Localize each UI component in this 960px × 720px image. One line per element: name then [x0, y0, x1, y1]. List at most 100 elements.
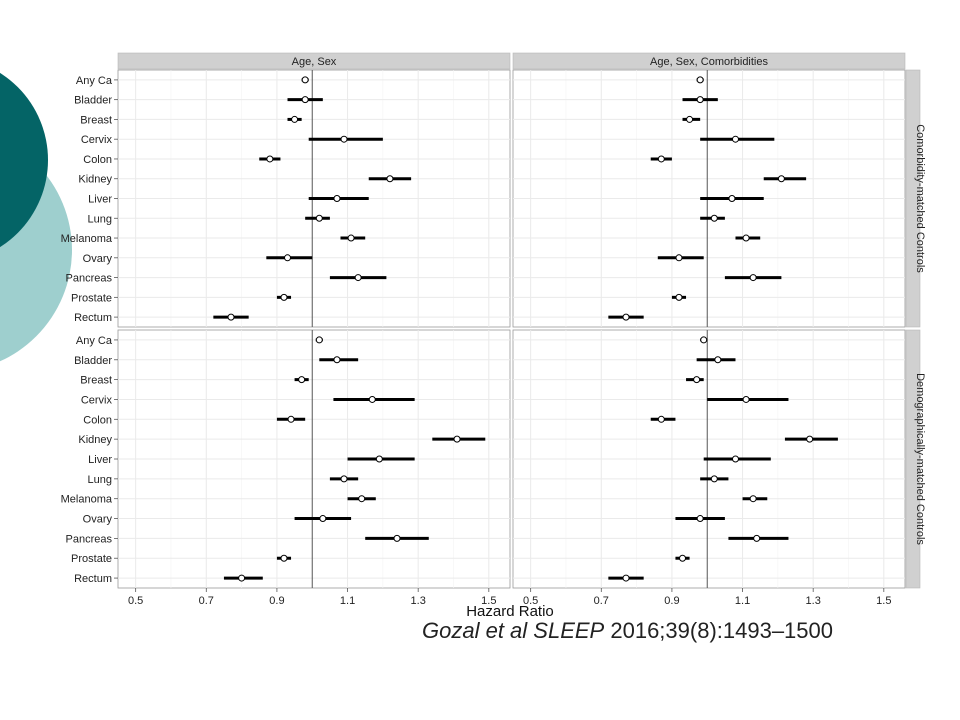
- point-estimate: [700, 336, 708, 344]
- point-estimate: [675, 293, 683, 301]
- point-estimate: [266, 155, 274, 163]
- y-tick-label: Colon: [83, 414, 112, 426]
- y-tick-label: Lung: [88, 474, 112, 486]
- row-strip-label: Demographically-matched Controls: [914, 373, 926, 545]
- point-estimate: [453, 435, 461, 443]
- point-estimate: [315, 214, 323, 222]
- x-tick-label: 1.5: [876, 595, 891, 607]
- x-tick-label: 1.3: [806, 595, 821, 607]
- y-tick-label: Breast: [80, 375, 112, 387]
- point-estimate: [749, 274, 757, 282]
- point-estimate: [238, 574, 246, 582]
- column-strip-label: Age, Sex: [292, 56, 337, 68]
- point-estimate: [742, 234, 750, 242]
- y-tick-label: Any Ca: [76, 335, 113, 347]
- point-estimate: [657, 415, 665, 423]
- y-tick-label: Any Ca: [76, 75, 113, 87]
- point-estimate: [284, 254, 292, 262]
- point-estimate: [358, 495, 366, 503]
- point-estimate: [291, 115, 299, 123]
- citation-journal: SLEEP: [533, 618, 605, 643]
- y-tick-label: Pancreas: [66, 273, 113, 285]
- x-tick-label: 1.3: [411, 595, 426, 607]
- row-strip-label: Comorbidity-matched Controls: [914, 124, 926, 273]
- point-estimate: [742, 395, 750, 403]
- x-tick-label: 0.9: [664, 595, 679, 607]
- citation-authors: Gozal et al: [422, 618, 528, 643]
- point-estimate: [731, 455, 739, 463]
- y-tick-label: Breast: [80, 114, 112, 126]
- y-tick-label: Colon: [83, 154, 112, 166]
- point-estimate: [728, 195, 736, 202]
- point-estimate: [686, 115, 694, 123]
- y-tick-label: Liver: [88, 194, 112, 206]
- citation-details: 2016;39(8):1493–1500: [610, 618, 834, 643]
- point-estimate: [301, 96, 309, 104]
- point-estimate: [696, 76, 704, 84]
- y-tick-label: Rectum: [74, 573, 112, 585]
- point-estimate: [280, 554, 288, 562]
- point-estimate: [280, 293, 288, 301]
- point-estimate: [393, 534, 401, 542]
- point-estimate: [298, 376, 306, 384]
- x-tick-label: 1.1: [340, 595, 355, 607]
- column-strip-label: Age, Sex, Comorbidities: [650, 56, 768, 68]
- y-tick-label: Lung: [88, 213, 112, 225]
- point-estimate: [287, 415, 295, 423]
- y-tick-label: Kidney: [78, 434, 112, 446]
- column-strip: [117, 52, 511, 70]
- point-estimate: [622, 313, 630, 321]
- y-tick-label: Bladder: [74, 95, 112, 107]
- point-estimate: [696, 515, 704, 523]
- citation: Gozal et al SLEEP 2016;39(8):1493–1500: [422, 618, 833, 644]
- column-strip: [512, 52, 906, 70]
- x-axis-title: Hazard Ratio: [466, 603, 554, 620]
- row-strip: [905, 69, 921, 328]
- y-tick-label: Ovary: [83, 253, 113, 265]
- x-tick-label: 0.9: [269, 595, 284, 607]
- x-tick-label: 0.7: [594, 595, 609, 607]
- point-estimate: [710, 475, 718, 483]
- point-estimate: [710, 214, 718, 222]
- point-estimate: [622, 574, 630, 582]
- y-tick-label: Cervix: [81, 394, 113, 406]
- point-estimate: [693, 376, 701, 384]
- point-estimate: [319, 515, 327, 523]
- point-estimate: [806, 435, 814, 443]
- y-tick-label: Melanoma: [61, 494, 113, 506]
- point-estimate: [340, 135, 348, 143]
- point-estimate: [679, 554, 687, 562]
- point-estimate: [657, 155, 665, 163]
- y-tick-label: Melanoma: [61, 233, 113, 245]
- point-estimate: [749, 495, 757, 503]
- y-tick-label: Rectum: [74, 312, 112, 324]
- y-tick-label: Kidney: [78, 174, 112, 186]
- point-estimate: [368, 395, 376, 403]
- y-tick-label: Bladder: [74, 355, 112, 367]
- point-estimate: [753, 534, 761, 542]
- y-tick-label: Cervix: [81, 134, 113, 146]
- x-tick-label: 1.1: [735, 595, 750, 607]
- point-estimate: [714, 356, 722, 364]
- y-tick-label: Liver: [88, 454, 112, 466]
- point-estimate: [347, 234, 355, 242]
- point-estimate: [301, 76, 309, 84]
- point-estimate: [333, 195, 341, 202]
- dark-teal-circle-shape: [0, 72, 48, 248]
- x-tick-label: 0.5: [128, 595, 143, 607]
- point-estimate: [375, 455, 383, 463]
- point-estimate: [696, 96, 704, 104]
- x-tick-label: 0.5: [523, 595, 538, 607]
- point-estimate: [333, 356, 341, 364]
- y-tick-label: Prostate: [71, 292, 112, 304]
- y-tick-label: Prostate: [71, 553, 112, 565]
- x-tick-label: 0.7: [199, 595, 214, 607]
- y-tick-label: Pancreas: [66, 533, 113, 545]
- x-tick-label: 1.5: [481, 595, 496, 607]
- point-estimate: [675, 254, 683, 262]
- point-estimate: [340, 475, 348, 483]
- point-estimate: [227, 313, 235, 321]
- row-strip: [905, 329, 921, 589]
